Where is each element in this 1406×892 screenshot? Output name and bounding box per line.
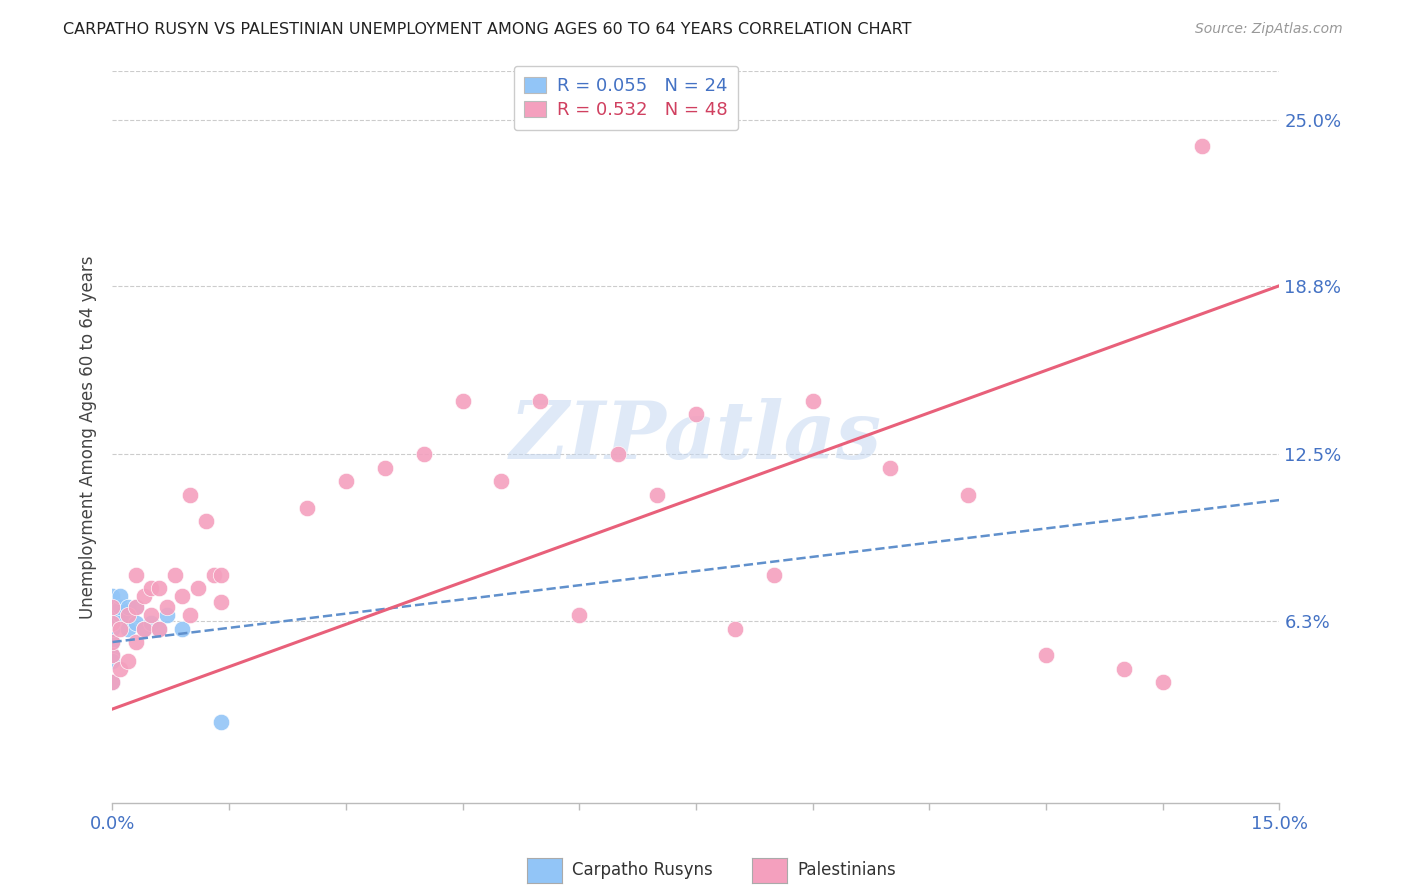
Point: [568, 608, 591, 623]
Point: [125, 600, 148, 615]
Point: [110, 608, 132, 623]
Point: [101, 675, 124, 690]
Point: [110, 590, 132, 604]
Point: [110, 600, 132, 615]
Point: [117, 600, 139, 615]
Point: [202, 568, 225, 582]
Point: [117, 608, 139, 623]
Point: [125, 635, 148, 649]
Point: [209, 568, 232, 582]
Point: [101, 648, 124, 663]
Point: [187, 582, 209, 596]
Point: [879, 461, 901, 475]
Point: [412, 448, 434, 462]
Point: [101, 600, 124, 615]
Point: [117, 654, 139, 668]
Point: [148, 582, 170, 596]
Text: CARPATHO RUSYN VS PALESTINIAN UNEMPLOYMENT AMONG AGES 60 TO 64 YEARS CORRELATION: CARPATHO RUSYN VS PALESTINIAN UNEMPLOYME…: [63, 22, 911, 37]
Point: [132, 622, 155, 636]
Point: [117, 608, 139, 623]
Point: [295, 501, 318, 516]
Point: [101, 600, 124, 615]
Text: Palestinians: Palestinians: [797, 861, 896, 879]
Point: [1112, 662, 1135, 676]
Point: [209, 715, 232, 730]
Point: [529, 393, 551, 408]
Point: [451, 393, 474, 408]
Y-axis label: Unemployment Among Ages 60 to 64 years: Unemployment Among Ages 60 to 64 years: [79, 255, 97, 619]
Point: [132, 590, 155, 604]
Text: Source: ZipAtlas.com: Source: ZipAtlas.com: [1195, 22, 1343, 37]
Point: [335, 475, 357, 489]
Point: [172, 622, 194, 636]
Point: [179, 488, 201, 502]
Point: [101, 675, 124, 690]
Point: [101, 595, 124, 609]
Point: [801, 393, 824, 408]
Point: [101, 608, 124, 623]
Point: [101, 616, 124, 631]
Point: [132, 622, 155, 636]
Point: [148, 622, 170, 636]
Point: [125, 616, 148, 631]
Point: [110, 622, 132, 636]
Point: [209, 595, 232, 609]
Point: [685, 407, 707, 421]
Point: [141, 582, 163, 596]
Point: [101, 648, 124, 663]
Point: [101, 622, 124, 636]
Point: [156, 608, 179, 623]
Point: [101, 590, 124, 604]
Point: [1152, 675, 1174, 690]
Point: [148, 622, 170, 636]
Text: Carpatho Rusyns: Carpatho Rusyns: [572, 861, 713, 879]
Point: [101, 654, 124, 668]
Point: [101, 635, 124, 649]
Point: [1191, 139, 1213, 153]
Point: [101, 616, 124, 631]
Point: [194, 515, 217, 529]
Point: [141, 616, 163, 631]
Point: [724, 622, 747, 636]
Point: [125, 568, 148, 582]
Legend: R = 0.055   N = 24, R = 0.532   N = 48: R = 0.055 N = 24, R = 0.532 N = 48: [513, 66, 738, 130]
Point: [101, 635, 124, 649]
Point: [607, 448, 630, 462]
Point: [957, 488, 980, 502]
Point: [762, 568, 785, 582]
Text: ZIPatlas: ZIPatlas: [510, 399, 882, 475]
Point: [491, 475, 513, 489]
Point: [163, 568, 186, 582]
Point: [374, 461, 396, 475]
Point: [141, 608, 163, 623]
Point: [1035, 648, 1057, 663]
Point: [156, 600, 179, 615]
Point: [172, 590, 194, 604]
Point: [117, 622, 139, 636]
Point: [110, 662, 132, 676]
Point: [179, 608, 201, 623]
Point: [645, 488, 668, 502]
Point: [125, 600, 148, 615]
